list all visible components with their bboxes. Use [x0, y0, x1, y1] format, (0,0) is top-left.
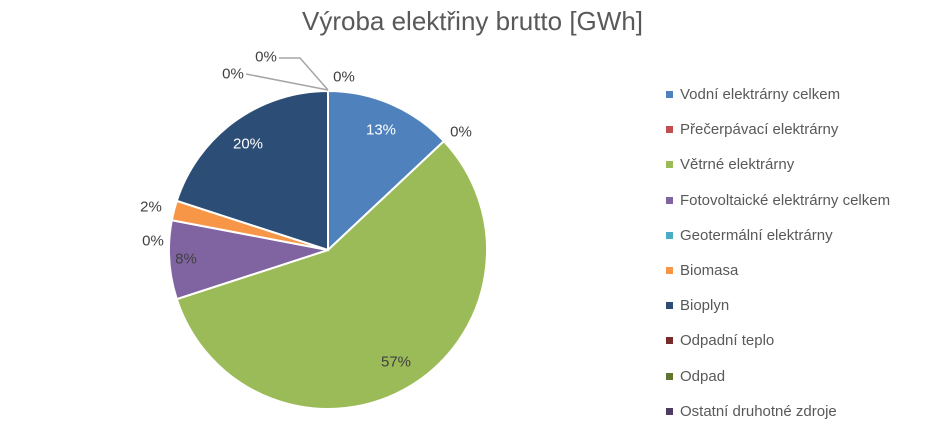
legend-swatch — [666, 372, 673, 380]
legend-label: Geotermální elektrárny — [680, 226, 833, 244]
legend-label: Odpad — [680, 367, 726, 385]
chart-title: Výroba elektřiny brutto [GWh] — [301, 6, 644, 36]
legend-swatch — [666, 91, 673, 99]
legend-item-odpadni-teplo: Odpadní teplo — [666, 323, 890, 358]
legend-swatch — [666, 126, 673, 134]
legend-item-vetrne-elektrarny: Větrné elektrárny — [666, 147, 890, 182]
leader-line-odpadni-teplo — [245, 73, 329, 91]
pie-slice-bioplyn — [175, 89, 329, 252]
data-label-bioplyn: 20% — [233, 136, 263, 153]
legend-label: Větrné elektrárny — [680, 156, 795, 174]
chart-legend: Vodní elektrárny celkem Přečerpávací elek… — [666, 77, 890, 429]
legend-label: Ostatní druhotné zdroje — [680, 402, 837, 420]
legend-label: Bioplyn — [680, 297, 730, 315]
legend-label: Vodní elektrárny celkem — [680, 86, 841, 104]
legend-label: Biomasa — [680, 262, 739, 280]
pie-slice-vodni-elektrarny-celkem — [327, 89, 446, 253]
legend-swatch — [666, 196, 673, 204]
leader-line-odpad — [279, 57, 329, 91]
data-label-fotovoltaicke-elektrarny-celkem: 8% — [175, 251, 197, 268]
data-label-vodni-elektrarny-celkem: 13% — [366, 122, 396, 139]
legend-label: Přečerpávací elektrárny — [680, 121, 839, 139]
legend-item-vodni-elektrarny-celkem: Vodní elektrárny celkem — [666, 77, 890, 112]
legend-label: Odpadní teplo — [680, 332, 775, 350]
data-label-odpad: 0% — [255, 49, 277, 66]
legend-item-odpad: Odpad — [666, 359, 890, 394]
legend-item-ostatni-druhotne-zdroje: Ostatní druhotné zdroje — [666, 394, 890, 429]
data-label-precerpavaci-elektrarny: 0% — [450, 124, 472, 141]
legend-item-biomasa: Biomasa — [666, 253, 890, 288]
legend-swatch — [666, 407, 673, 415]
pie-slice-vetrne-elektrarny — [175, 139, 488, 410]
data-label-biomasa: 2% — [140, 199, 162, 216]
legend-item-bioplyn: Bioplyn — [666, 288, 890, 323]
legend-swatch — [666, 231, 673, 239]
data-label-geotermalni-elektrarny: 0% — [142, 233, 164, 250]
legend-swatch — [666, 337, 673, 345]
legend-label: Fotovoltaické elektrárny celkem — [680, 191, 891, 209]
legend-item-fotovoltaicke-elektrarny-celkem: Fotovoltaické elektrárny celkem — [666, 183, 890, 218]
legend-item-geotermalni-elektrarny: Geotermální elektrárny — [666, 218, 890, 253]
data-label-ostatni-druhotne-zdroje: 0% — [333, 69, 355, 86]
legend-swatch — [666, 161, 673, 169]
data-label-vetrne-elektrarny: 57% — [381, 354, 411, 371]
legend-item-precerpavaci-elektrarny: Přečerpávací elektrárny — [666, 112, 890, 147]
data-label-odpadni-teplo: 0% — [222, 66, 244, 83]
legend-swatch — [666, 267, 673, 275]
legend-swatch — [666, 302, 673, 310]
